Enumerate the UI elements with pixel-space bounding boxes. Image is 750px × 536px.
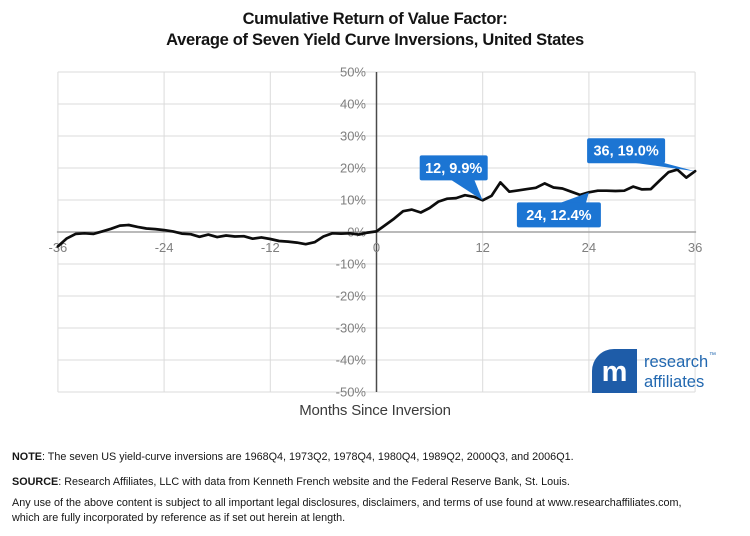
callout-box <box>516 202 601 228</box>
note-label: NOTE <box>12 451 42 463</box>
y-tick-label: 20% <box>340 161 366 176</box>
x-tick-label: 36 <box>688 240 702 255</box>
callout-tail <box>450 179 483 201</box>
x-tick-label: 12 <box>475 240 489 255</box>
annotation-callout: 24, 12.4% <box>516 192 601 228</box>
logo-monogram: m <box>602 356 628 388</box>
callout-box <box>587 138 666 164</box>
callout-label: 36, 19.0% <box>593 144 658 160</box>
y-tick-label: -10% <box>336 257 367 272</box>
x-axis-title: Months Since Inversion <box>299 402 451 419</box>
x-tick-label: 0 <box>373 240 380 255</box>
annotation-callout: 12, 9.9% <box>419 155 488 201</box>
source-text: SOURCE: Research Affiliates, LLC with da… <box>12 476 570 488</box>
note-text: NOTE: The seven US yield-curve inversion… <box>12 451 574 463</box>
y-tick-label: 30% <box>340 129 366 144</box>
callout-tail <box>558 192 589 204</box>
logo-trademark: ™ <box>709 352 716 359</box>
y-tick-label: 40% <box>340 97 366 112</box>
research-affiliates-logo: m research ™ affiliates <box>592 349 716 393</box>
callout-label: 24, 12.4% <box>526 208 591 224</box>
page-title: Cumulative Return of Value Factor: Avera… <box>0 9 750 51</box>
logo-mark-icon <box>592 349 637 393</box>
callout-label: 12, 9.9% <box>425 161 482 177</box>
x-axis-tick-labels: -36 -24 -12 0 12 24 36 <box>49 240 703 255</box>
legal-disclaimer-text: Any use of the above content is subject … <box>12 497 682 524</box>
callout-tail <box>630 162 696 172</box>
y-tick-label: -40% <box>336 353 367 368</box>
y-tick-label: -30% <box>336 321 367 336</box>
y-tick-label: 0% <box>347 225 366 240</box>
y-tick-label: 10% <box>340 193 366 208</box>
page-title-line1: Cumulative Return of Value Factor: <box>242 10 508 28</box>
source-label: SOURCE <box>12 476 59 488</box>
x-tick-label: -24 <box>155 240 174 255</box>
page-title-line2: Average of Seven Yield Curve Inversions,… <box>166 31 584 49</box>
x-tick-label: 24 <box>582 240 596 255</box>
x-tick-label: -12 <box>261 240 280 255</box>
value-factor-line-chart: 50%40%30%20%10%0%-10%-20%-30%-40%-50%-36… <box>49 65 716 400</box>
y-tick-label: 50% <box>340 65 366 80</box>
logo-text-line1: research <box>644 353 708 371</box>
y-axis-tick-labels: 50% 40% 30% 20% 10% 0% -10% -20% -30% -40% -50% <box>336 65 367 400</box>
annotation-callout: 36, 19.0% <box>587 138 696 172</box>
y-tick-label: -50% <box>336 385 367 400</box>
return-series-line <box>56 168 697 248</box>
callout-box <box>419 155 488 181</box>
logo-text-line2: affiliates <box>644 373 704 391</box>
y-tick-label: -20% <box>336 289 367 304</box>
